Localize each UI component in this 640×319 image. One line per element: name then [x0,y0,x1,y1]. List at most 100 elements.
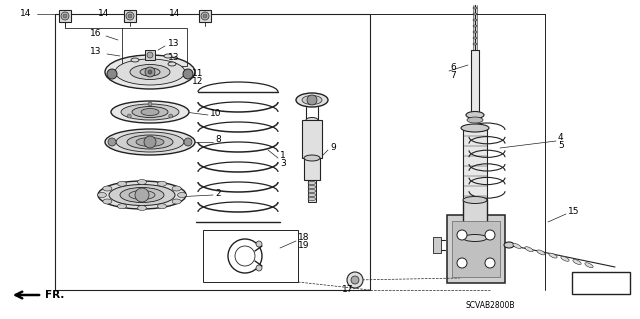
Circle shape [169,114,173,118]
Text: 19: 19 [298,241,310,250]
Ellipse shape [308,194,316,197]
Ellipse shape [118,204,127,209]
Circle shape [145,67,155,77]
Ellipse shape [463,234,487,241]
Bar [59,10,71,22]
Circle shape [256,265,262,271]
Ellipse shape [131,58,139,62]
Ellipse shape [537,250,545,255]
Bar [471,50,479,115]
Circle shape [63,14,67,18]
Ellipse shape [585,263,593,268]
Ellipse shape [466,112,484,118]
Ellipse shape [168,62,176,66]
Ellipse shape [111,101,189,123]
Ellipse shape [138,180,147,184]
Circle shape [203,14,207,18]
Ellipse shape [136,137,164,146]
Ellipse shape [164,54,172,58]
Text: 15: 15 [568,207,579,217]
Ellipse shape [105,129,195,155]
Circle shape [61,12,69,20]
Ellipse shape [463,197,487,204]
Ellipse shape [132,107,168,117]
Text: 13: 13 [168,40,179,48]
Bar [452,221,500,277]
Ellipse shape [473,31,477,33]
Bar [308,180,316,202]
Bar [433,237,441,253]
Bar [55,14,370,290]
Text: 8: 8 [215,136,221,145]
Circle shape [144,136,156,148]
Circle shape [256,241,262,247]
Bar [572,272,630,294]
Ellipse shape [302,95,322,105]
Ellipse shape [103,186,112,191]
Ellipse shape [172,186,181,191]
Ellipse shape [561,256,569,261]
Ellipse shape [473,43,477,45]
Bar [203,230,298,282]
Ellipse shape [513,243,521,249]
Ellipse shape [296,93,328,107]
Ellipse shape [140,68,160,76]
Ellipse shape [504,242,514,248]
Circle shape [148,102,152,106]
Text: 14: 14 [169,10,180,19]
Ellipse shape [308,182,316,184]
Circle shape [107,69,117,79]
Ellipse shape [177,192,186,197]
Circle shape [457,230,467,240]
Text: 14: 14 [98,10,109,19]
Ellipse shape [105,55,195,89]
Text: 10: 10 [210,108,221,117]
Text: 7: 7 [450,71,456,80]
Bar [447,215,505,283]
Ellipse shape [157,204,166,209]
Ellipse shape [308,189,316,192]
Circle shape [351,276,359,284]
Ellipse shape [115,59,185,85]
Circle shape [183,69,193,79]
Text: 14: 14 [20,10,31,19]
Ellipse shape [116,132,184,152]
Ellipse shape [127,135,173,149]
Ellipse shape [473,19,477,21]
Bar [122,28,187,66]
Ellipse shape [121,104,179,120]
Circle shape [307,95,317,105]
Ellipse shape [130,64,170,79]
Ellipse shape [306,117,318,122]
Bar [463,200,487,238]
Bar [302,120,322,158]
Circle shape [347,272,363,288]
Ellipse shape [157,181,166,186]
Text: 13: 13 [90,48,102,56]
Circle shape [485,258,495,268]
Circle shape [128,14,132,18]
Text: 17: 17 [342,285,354,293]
Text: 11: 11 [192,69,204,78]
Text: SCVAB2800B: SCVAB2800B [465,301,515,310]
Ellipse shape [473,13,477,15]
Text: 5: 5 [558,142,564,151]
Ellipse shape [141,108,159,115]
Circle shape [108,138,116,146]
Ellipse shape [304,155,320,161]
Circle shape [485,230,495,240]
Text: 12: 12 [192,77,204,85]
Ellipse shape [103,199,112,204]
Circle shape [135,188,149,202]
Ellipse shape [549,253,557,258]
Ellipse shape [308,186,316,189]
Circle shape [127,114,131,118]
Text: 2: 2 [215,189,221,197]
Text: 4: 4 [558,133,564,143]
Ellipse shape [461,124,489,132]
Ellipse shape [525,247,533,252]
Text: 1: 1 [280,151,285,160]
Text: 18: 18 [298,234,310,242]
Text: 16: 16 [90,29,102,39]
Text: 9: 9 [330,144,336,152]
